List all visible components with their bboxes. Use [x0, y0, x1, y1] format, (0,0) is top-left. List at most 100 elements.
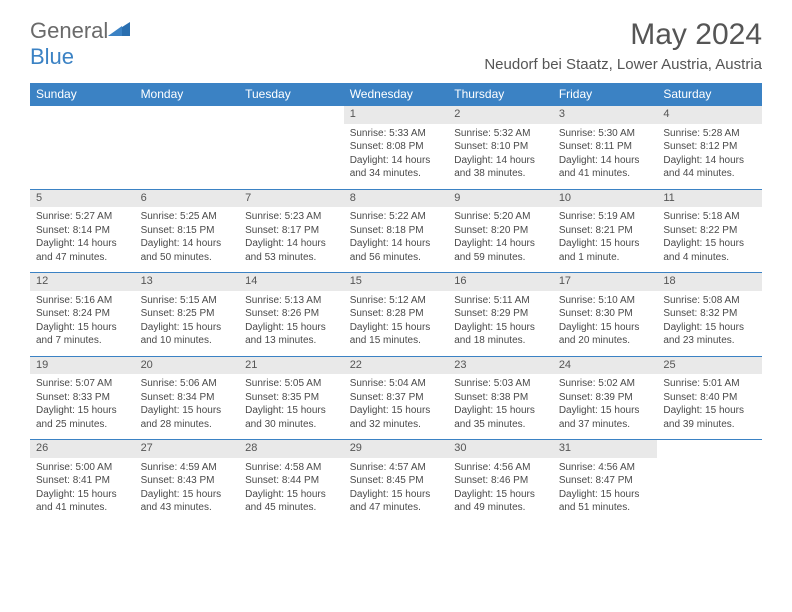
daylight-text-1: Daylight: 15 hours: [350, 321, 443, 335]
sunset-text: Sunset: 8:30 PM: [559, 307, 652, 321]
day-data-cell: Sunrise: 5:13 AMSunset: 8:26 PMDaylight:…: [239, 291, 344, 357]
month-title: May 2024: [484, 18, 762, 52]
daylight-text-2: and 13 minutes.: [245, 334, 338, 348]
sunrise-text: Sunrise: 5:25 AM: [141, 210, 234, 224]
day-number-cell: 13: [135, 273, 240, 291]
logo-text-b: Blue: [30, 44, 74, 69]
daylight-text-1: Daylight: 15 hours: [350, 488, 443, 502]
daylight-text-2: and 1 minute.: [559, 251, 652, 265]
weekday-header: Friday: [553, 83, 658, 106]
daylight-text-1: Daylight: 14 hours: [245, 237, 338, 251]
sunrise-text: Sunrise: 5:13 AM: [245, 294, 338, 308]
daylight-text-1: Daylight: 15 hours: [454, 321, 547, 335]
daylight-text-1: Daylight: 14 hours: [454, 154, 547, 168]
day-data-cell: Sunrise: 5:06 AMSunset: 8:34 PMDaylight:…: [135, 374, 240, 440]
day-data-cell: Sunrise: 5:00 AMSunset: 8:41 PMDaylight:…: [30, 458, 135, 523]
daylight-text-2: and 47 minutes.: [350, 501, 443, 515]
sunrise-text: Sunrise: 5:01 AM: [663, 377, 756, 391]
sunrise-text: Sunrise: 5:07 AM: [36, 377, 129, 391]
day-data-cell: Sunrise: 4:57 AMSunset: 8:45 PMDaylight:…: [344, 458, 449, 523]
sunrise-text: Sunrise: 5:22 AM: [350, 210, 443, 224]
day-number-cell: 2: [448, 106, 553, 124]
daylight-text-1: Daylight: 14 hours: [350, 154, 443, 168]
sunrise-text: Sunrise: 5:06 AM: [141, 377, 234, 391]
daylight-text-2: and 56 minutes.: [350, 251, 443, 265]
day-number-cell: 20: [135, 356, 240, 374]
daylight-text-2: and 7 minutes.: [36, 334, 129, 348]
daylight-text-2: and 45 minutes.: [245, 501, 338, 515]
day-data-cell: Sunrise: 5:33 AMSunset: 8:08 PMDaylight:…: [344, 124, 449, 190]
sunrise-text: Sunrise: 5:33 AM: [350, 127, 443, 141]
day-data-cell: Sunrise: 5:03 AMSunset: 8:38 PMDaylight:…: [448, 374, 553, 440]
day-data-cell: [135, 124, 240, 190]
weekday-header: Sunday: [30, 83, 135, 106]
sunrise-text: Sunrise: 5:11 AM: [454, 294, 547, 308]
daylight-text-2: and 34 minutes.: [350, 167, 443, 181]
daylight-text-2: and 15 minutes.: [350, 334, 443, 348]
sunrise-text: Sunrise: 5:27 AM: [36, 210, 129, 224]
day-data-cell: Sunrise: 4:59 AMSunset: 8:43 PMDaylight:…: [135, 458, 240, 523]
sunrise-text: Sunrise: 5:04 AM: [350, 377, 443, 391]
daylight-text-1: Daylight: 15 hours: [36, 321, 129, 335]
day-data-cell: Sunrise: 5:22 AMSunset: 8:18 PMDaylight:…: [344, 207, 449, 273]
sunset-text: Sunset: 8:38 PM: [454, 391, 547, 405]
daylight-text-2: and 50 minutes.: [141, 251, 234, 265]
sunset-text: Sunset: 8:44 PM: [245, 474, 338, 488]
sunrise-text: Sunrise: 5:03 AM: [454, 377, 547, 391]
daylight-text-1: Daylight: 15 hours: [245, 321, 338, 335]
daylight-text-2: and 4 minutes.: [663, 251, 756, 265]
day-data-cell: Sunrise: 4:56 AMSunset: 8:46 PMDaylight:…: [448, 458, 553, 523]
day-number-cell: 24: [553, 356, 658, 374]
sunset-text: Sunset: 8:11 PM: [559, 140, 652, 154]
day-number-cell: 21: [239, 356, 344, 374]
weekday-header: Thursday: [448, 83, 553, 106]
day-number-cell: 30: [448, 440, 553, 458]
sunset-text: Sunset: 8:08 PM: [350, 140, 443, 154]
daylight-text-2: and 32 minutes.: [350, 418, 443, 432]
sunset-text: Sunset: 8:14 PM: [36, 224, 129, 238]
sunset-text: Sunset: 8:34 PM: [141, 391, 234, 405]
sunrise-text: Sunrise: 5:00 AM: [36, 461, 129, 475]
day-data-cell: Sunrise: 5:01 AMSunset: 8:40 PMDaylight:…: [657, 374, 762, 440]
day-data-cell: Sunrise: 5:25 AMSunset: 8:15 PMDaylight:…: [135, 207, 240, 273]
day-data-cell: [30, 124, 135, 190]
sunset-text: Sunset: 8:41 PM: [36, 474, 129, 488]
daylight-text-2: and 10 minutes.: [141, 334, 234, 348]
daylight-text-2: and 25 minutes.: [36, 418, 129, 432]
day-data-cell: Sunrise: 5:10 AMSunset: 8:30 PMDaylight:…: [553, 291, 658, 357]
sunset-text: Sunset: 8:26 PM: [245, 307, 338, 321]
logo: General Blue: [30, 18, 130, 70]
daylight-text-1: Daylight: 14 hours: [663, 154, 756, 168]
day-data-cell: Sunrise: 5:23 AMSunset: 8:17 PMDaylight:…: [239, 207, 344, 273]
sunset-text: Sunset: 8:32 PM: [663, 307, 756, 321]
day-number-cell: 3: [553, 106, 658, 124]
day-number-cell: 15: [344, 273, 449, 291]
daylight-text-2: and 41 minutes.: [559, 167, 652, 181]
logo-text: General Blue: [30, 18, 130, 70]
sunrise-text: Sunrise: 5:28 AM: [663, 127, 756, 141]
daylight-text-1: Daylight: 15 hours: [663, 237, 756, 251]
daylight-text-2: and 41 minutes.: [36, 501, 129, 515]
day-data-cell: Sunrise: 5:11 AMSunset: 8:29 PMDaylight:…: [448, 291, 553, 357]
day-data-cell: Sunrise: 5:19 AMSunset: 8:21 PMDaylight:…: [553, 207, 658, 273]
sunrise-text: Sunrise: 5:16 AM: [36, 294, 129, 308]
day-data-row: Sunrise: 5:33 AMSunset: 8:08 PMDaylight:…: [30, 124, 762, 190]
sunset-text: Sunset: 8:35 PM: [245, 391, 338, 405]
day-number-cell: 19: [30, 356, 135, 374]
day-number-cell: 14: [239, 273, 344, 291]
daylight-text-1: Daylight: 15 hours: [36, 404, 129, 418]
daylight-text-1: Daylight: 14 hours: [36, 237, 129, 251]
day-number-cell: 9: [448, 189, 553, 207]
sunset-text: Sunset: 8:39 PM: [559, 391, 652, 405]
sunset-text: Sunset: 8:24 PM: [36, 307, 129, 321]
weekday-header: Saturday: [657, 83, 762, 106]
daylight-text-1: Daylight: 15 hours: [141, 404, 234, 418]
weekday-header-row: SundayMondayTuesdayWednesdayThursdayFrid…: [30, 83, 762, 106]
day-number-cell: 8: [344, 189, 449, 207]
daylight-text-1: Daylight: 15 hours: [141, 488, 234, 502]
day-data-row: Sunrise: 5:07 AMSunset: 8:33 PMDaylight:…: [30, 374, 762, 440]
sunset-text: Sunset: 8:17 PM: [245, 224, 338, 238]
sunset-text: Sunset: 8:21 PM: [559, 224, 652, 238]
sunrise-text: Sunrise: 5:05 AM: [245, 377, 338, 391]
daylight-text-1: Daylight: 15 hours: [559, 404, 652, 418]
